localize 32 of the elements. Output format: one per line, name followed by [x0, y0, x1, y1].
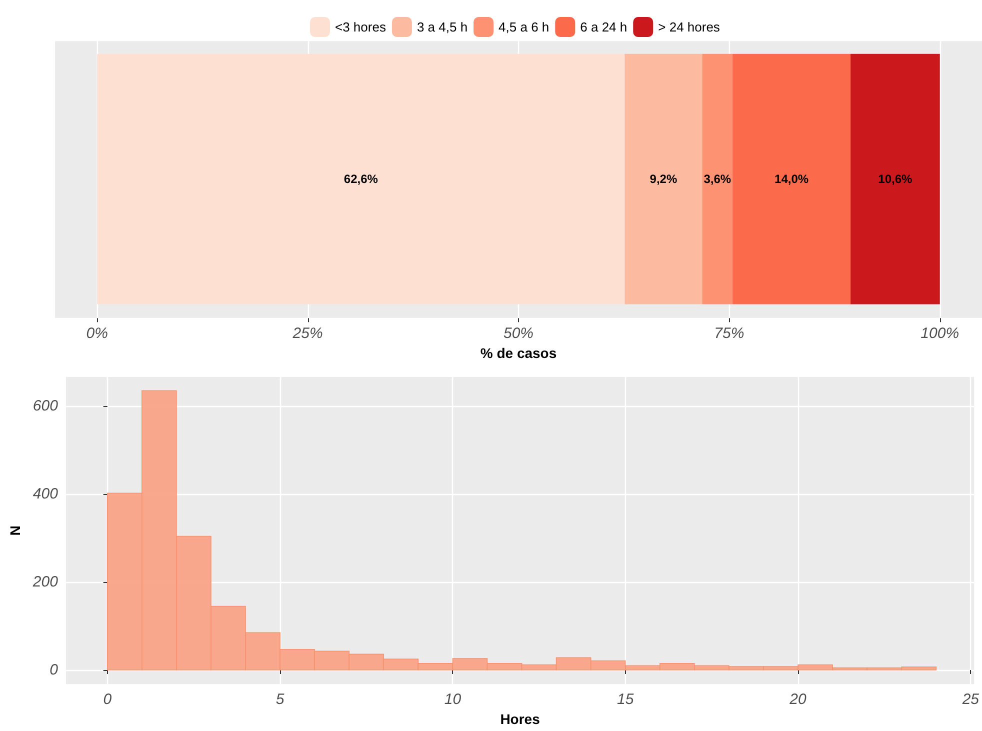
- x-tick-label: 15: [617, 691, 634, 708]
- data-label: 10,6%: [878, 172, 913, 186]
- data-label: 9,2%: [650, 172, 678, 186]
- x-tick-label: 100%: [920, 325, 960, 342]
- x-tick-label: 25%: [292, 325, 323, 342]
- data-label: 3,6%: [704, 172, 732, 186]
- legend-label: > 24 hores: [658, 20, 720, 34]
- y-tick-label: 0: [50, 662, 59, 679]
- y-tick-label: 200: [32, 574, 59, 591]
- x-tick-label: 20: [788, 691, 808, 708]
- x-tick-label: 0%: [86, 325, 108, 342]
- y-tick-label: 400: [32, 486, 59, 503]
- bar: [702, 54, 733, 304]
- x-tick-label: 50%: [503, 325, 534, 342]
- legend-label: 4,5 a 6 h: [498, 20, 550, 34]
- x-tick-label: 25: [961, 691, 980, 708]
- legend-label: 6 a 24 h: [580, 20, 628, 34]
- y-axis-title: N: [7, 525, 23, 536]
- x-tick-label: 0: [103, 691, 112, 708]
- legend-label: <3 hores: [335, 20, 386, 34]
- y-tick-label: 600: [32, 398, 59, 415]
- x-axis-title: Hores: [500, 711, 540, 727]
- x-tick-label: 10: [444, 691, 462, 708]
- x-axis-title: % de casos: [480, 345, 557, 361]
- bar: [624, 54, 702, 304]
- bar: [850, 54, 940, 304]
- data-label: 14,0%: [774, 172, 809, 186]
- legend-label: 3 a 4,5 h: [416, 20, 468, 34]
- x-tick-label: 75%: [714, 325, 744, 342]
- x-tick-label: 5: [276, 691, 285, 708]
- data-label: 62,6%: [344, 172, 378, 186]
- bar: [732, 54, 851, 304]
